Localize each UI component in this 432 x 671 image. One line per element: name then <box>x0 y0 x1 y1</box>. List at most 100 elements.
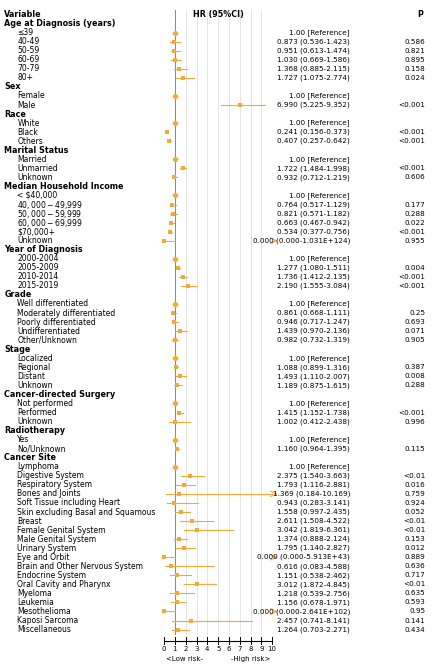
Text: 1: 1 <box>173 646 177 652</box>
Text: 0.759: 0.759 <box>405 491 426 497</box>
Text: 2000-2004: 2000-2004 <box>17 254 59 263</box>
Text: 0.895: 0.895 <box>405 57 426 63</box>
Text: 0.943 (0.283-3.141): 0.943 (0.283-3.141) <box>277 500 350 506</box>
Text: 5: 5 <box>216 646 220 652</box>
Text: <0.001: <0.001 <box>399 283 426 289</box>
Text: <0.001: <0.001 <box>399 129 426 135</box>
Text: 1.277 (1.080-1.511): 1.277 (1.080-1.511) <box>277 264 350 271</box>
Text: Yes: Yes <box>17 435 29 444</box>
Text: Leukemia: Leukemia <box>17 598 54 607</box>
Text: 1.793 (1.116-2.881): 1.793 (1.116-2.881) <box>277 482 350 488</box>
Text: 0.008: 0.008 <box>405 373 426 379</box>
Text: <0.01: <0.01 <box>403 581 426 587</box>
Text: 0.141: 0.141 <box>405 617 426 623</box>
Text: Marital Status: Marital Status <box>4 146 69 155</box>
Text: 1.00 [Reference]: 1.00 [Reference] <box>289 464 350 470</box>
Text: < $40,000: < $40,000 <box>17 191 57 200</box>
Text: Well differentiated: Well differentiated <box>17 299 89 309</box>
Text: 1.156 (0.678-1.971): 1.156 (0.678-1.971) <box>277 599 350 606</box>
Text: <0.001: <0.001 <box>399 409 426 415</box>
Text: 1.439 (0.970-2.136): 1.439 (0.970-2.136) <box>277 328 350 334</box>
Text: Lymphoma: Lymphoma <box>17 462 59 471</box>
Text: 0.153: 0.153 <box>405 536 426 542</box>
Text: 0.071: 0.071 <box>405 328 426 334</box>
Text: 0.861 (0.668-1.111): 0.861 (0.668-1.111) <box>277 310 350 316</box>
Text: 0.022: 0.022 <box>405 219 426 225</box>
Text: Cancer-directed Surgery: Cancer-directed Surgery <box>4 390 116 399</box>
Text: 0.636: 0.636 <box>405 563 426 569</box>
Text: Skin excluding Basal and Squamous: Skin excluding Basal and Squamous <box>17 507 156 517</box>
Text: 0.924: 0.924 <box>405 500 426 506</box>
Text: Grade: Grade <box>4 291 32 299</box>
Text: 7: 7 <box>238 646 242 652</box>
Text: Married: Married <box>17 155 47 164</box>
Text: White: White <box>17 119 40 127</box>
Text: Poorly differentiated: Poorly differentiated <box>17 317 96 327</box>
Text: Performed: Performed <box>17 408 57 417</box>
Text: 0.932 (0.712-1.219): 0.932 (0.712-1.219) <box>277 174 350 180</box>
Text: 0.25: 0.25 <box>410 310 426 316</box>
Text: Moderately differentiated: Moderately differentiated <box>17 309 115 317</box>
Text: $40,000 - $49,999: $40,000 - $49,999 <box>17 199 83 211</box>
Text: 0.635: 0.635 <box>405 590 426 597</box>
Text: <0.001: <0.001 <box>399 138 426 144</box>
Text: 0.241 (0.156-0.373): 0.241 (0.156-0.373) <box>277 129 350 136</box>
Text: 1.264 (0.703-2.271): 1.264 (0.703-2.271) <box>277 626 350 633</box>
Text: 1.088 (0.899-1.316): 1.088 (0.899-1.316) <box>277 364 350 370</box>
Text: 0.982 (0.732-1.319): 0.982 (0.732-1.319) <box>277 337 350 344</box>
Text: 1.00 [Reference]: 1.00 [Reference] <box>289 93 350 99</box>
Text: Not performed: Not performed <box>17 399 73 408</box>
Text: 1.00 [Reference]: 1.00 [Reference] <box>289 256 350 262</box>
Text: ≤39: ≤39 <box>17 28 33 37</box>
Text: 1.160 (0.964-1.395): 1.160 (0.964-1.395) <box>277 446 350 452</box>
Text: $50,000 - $59,999: $50,000 - $59,999 <box>17 207 83 219</box>
Text: Unknown: Unknown <box>17 173 53 182</box>
Text: 9: 9 <box>259 646 264 652</box>
Text: 1.151 (0.538-2.462): 1.151 (0.538-2.462) <box>277 572 350 578</box>
Text: 0.115: 0.115 <box>405 446 426 452</box>
Text: 2: 2 <box>184 646 188 652</box>
Text: 0.693: 0.693 <box>405 319 426 325</box>
Text: <0.01: <0.01 <box>403 527 426 533</box>
Text: 1.00 [Reference]: 1.00 [Reference] <box>289 30 350 36</box>
Text: 1.00 [Reference]: 1.00 [Reference] <box>289 301 350 307</box>
Text: 2010-2014: 2010-2014 <box>17 272 58 281</box>
Text: 0.606: 0.606 <box>405 174 426 180</box>
Text: Female Genital System: Female Genital System <box>17 525 106 535</box>
Text: 1.030 (0.669-1.586): 1.030 (0.669-1.586) <box>277 56 350 63</box>
Text: No/Unknown: No/Unknown <box>17 444 66 453</box>
Text: Myeloma: Myeloma <box>17 589 52 598</box>
Text: -High risk>: -High risk> <box>231 656 270 662</box>
Text: $70,000+: $70,000+ <box>17 227 55 236</box>
Text: Undifferentiated: Undifferentiated <box>17 327 80 336</box>
Text: Age at Diagnosis (years): Age at Diagnosis (years) <box>4 19 116 28</box>
Text: 0.717: 0.717 <box>405 572 426 578</box>
Text: 2.190 (1.555-3.084): 2.190 (1.555-3.084) <box>277 282 350 289</box>
Text: 0.177: 0.177 <box>405 201 426 207</box>
Text: 1.415 (1.152-1.738): 1.415 (1.152-1.738) <box>277 409 350 416</box>
Text: 0.951 (0.613-1.474): 0.951 (0.613-1.474) <box>277 48 350 54</box>
Text: Median Household Income: Median Household Income <box>4 182 124 191</box>
Text: Endocrine System: Endocrine System <box>17 571 86 580</box>
Text: 2.457 (0.741-8.141): 2.457 (0.741-8.141) <box>277 617 350 624</box>
Text: 0: 0 <box>162 646 166 652</box>
Text: 1.493 (1.110-2.007): 1.493 (1.110-2.007) <box>277 373 350 380</box>
Text: 0.946 (0.717-1.247): 0.946 (0.717-1.247) <box>277 319 350 325</box>
Text: 8: 8 <box>248 646 253 652</box>
Text: 40-49: 40-49 <box>17 37 40 46</box>
Text: 0.593: 0.593 <box>405 599 426 605</box>
Text: 1.736 (1.412-2.135): 1.736 (1.412-2.135) <box>277 274 350 280</box>
Text: Female: Female <box>17 91 45 101</box>
Text: Respiratory System: Respiratory System <box>17 480 92 489</box>
Text: 1.189 (0.875-1.615): 1.189 (0.875-1.615) <box>277 382 350 389</box>
Text: 0.764 (0.517-1.129): 0.764 (0.517-1.129) <box>277 201 350 208</box>
Text: 6.990 (5.225-9.352): 6.990 (5.225-9.352) <box>277 102 350 108</box>
Text: Mesothelioma: Mesothelioma <box>17 607 71 616</box>
Text: 2015-2019: 2015-2019 <box>17 281 58 291</box>
Text: Unknown: Unknown <box>17 381 53 390</box>
Text: Digestive System: Digestive System <box>17 471 84 480</box>
Text: Oral Cavity and Pharynx: Oral Cavity and Pharynx <box>17 580 111 589</box>
Text: 0.004: 0.004 <box>405 265 426 271</box>
Text: 1.374 (0.888-2.124): 1.374 (0.888-2.124) <box>277 536 350 542</box>
Text: 0.873 (0.536-1.423): 0.873 (0.536-1.423) <box>277 38 350 45</box>
